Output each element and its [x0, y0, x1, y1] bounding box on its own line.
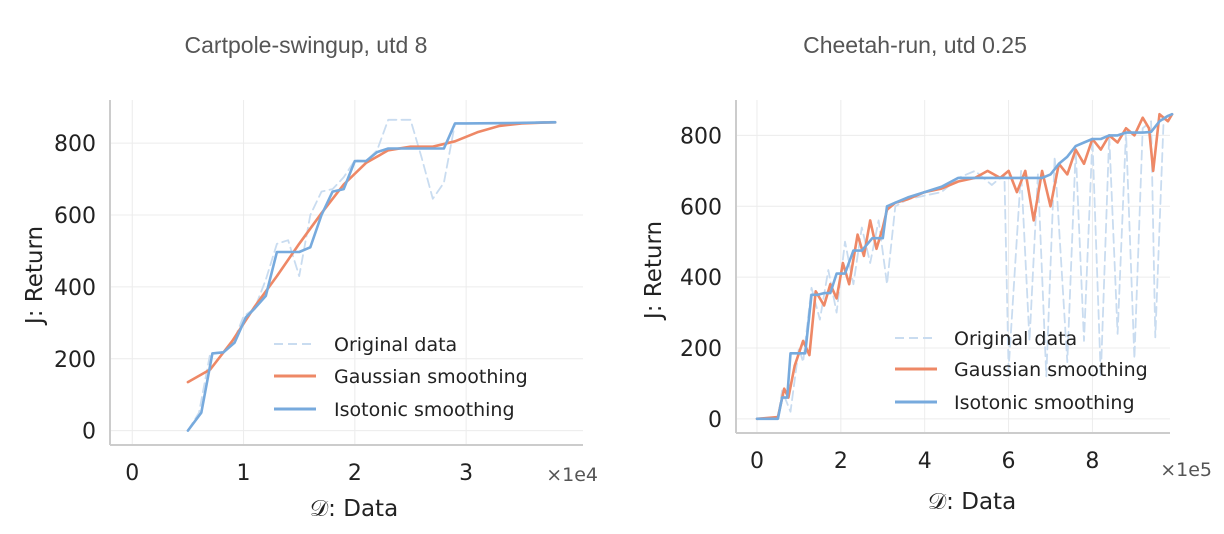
cheetah-x-tick-label: 2 — [834, 449, 848, 474]
cartpole-y-tick-label: 400 — [54, 276, 96, 301]
cartpole-x-tick-label: 1 — [237, 461, 251, 486]
cheetah-y-tick-label: 600 — [680, 195, 722, 220]
cheetah-legend: Original data Gaussian smoothing Isotoni… — [895, 328, 1148, 414]
cheetah-chart-title: Cheetah-run, utd 0.25 — [803, 32, 1027, 58]
cartpole-legend-isotonic-label: Isotonic smoothing — [334, 399, 515, 421]
cheetah-x-tick-label: 6 — [1002, 449, 1016, 474]
cheetah-y-tick-label: 0 — [708, 408, 722, 433]
cheetah-legend-isotonic-label: Isotonic smoothing — [954, 392, 1135, 414]
cheetah-y-tick-label: 800 — [680, 124, 722, 149]
cheetah-x-scale-label: ×1e5 — [1160, 459, 1212, 481]
cartpole-y-tick-label: 200 — [54, 348, 96, 373]
cartpole-panel: Cartpole-swingup, utd 8 0 200 400 600 800 0 1… — [22, 32, 598, 522]
cartpole-legend-original-label: Original data — [334, 334, 457, 356]
cartpole-x-tick-label: 2 — [348, 461, 362, 486]
cheetah-x-ticks: 0 2 4 6 8 — [750, 449, 1099, 474]
cheetah-series-isotonic — [755, 112, 1174, 421]
cheetah-x-tick-label: 4 — [918, 449, 932, 474]
cartpole-series-isotonic — [186, 121, 557, 432]
cartpole-y-tick-label: 0 — [82, 420, 96, 445]
cartpole-x-tick-label: 0 — [125, 461, 139, 486]
cheetah-y-ticks: 0 200 400 600 800 — [680, 124, 722, 432]
cheetah-legend-gaussian-label: Gaussian smoothing — [954, 359, 1148, 381]
cartpole-x-ticks: 0 1 2 3 — [125, 461, 473, 486]
cartpole-y-tick-label: 800 — [54, 132, 96, 157]
cartpole-y-axis-label: J: Return — [22, 226, 48, 326]
cheetah-y-axis-label: J: Return — [641, 221, 667, 321]
cartpole-legend: Original data Gaussian smoothing Isotoni… — [274, 334, 528, 421]
cartpole-x-axis-label: 𝒟: Data — [310, 496, 398, 522]
cartpole-x-tick-label: 3 — [459, 461, 473, 486]
cartpole-legend-gaussian-label: Gaussian smoothing — [334, 366, 528, 388]
cheetah-legend-original-label: Original data — [954, 328, 1077, 350]
cheetah-series-layer — [755, 112, 1174, 421]
cartpole-grid — [110, 100, 583, 445]
cheetah-x-tick-label: 8 — [1085, 449, 1099, 474]
cheetah-y-tick-label: 400 — [680, 266, 722, 291]
cartpole-x-scale-label: ×1e4 — [546, 464, 598, 486]
cartpole-y-tick-label: 600 — [54, 204, 96, 229]
cheetah-panel: Cheetah-run, utd 0.25 0 200 400 600 800 0 2 4 6… — [641, 32, 1212, 515]
cheetah-x-tick-label: 0 — [750, 449, 764, 474]
cartpole-series-layer — [186, 118, 557, 432]
cheetah-x-axis-label: 𝒟: Data — [928, 489, 1016, 515]
cartpole-y-ticks: 0 200 400 600 800 — [54, 132, 96, 445]
cheetah-y-tick-label: 200 — [680, 337, 722, 362]
cartpole-chart-title: Cartpole-swingup, utd 8 — [185, 32, 428, 58]
